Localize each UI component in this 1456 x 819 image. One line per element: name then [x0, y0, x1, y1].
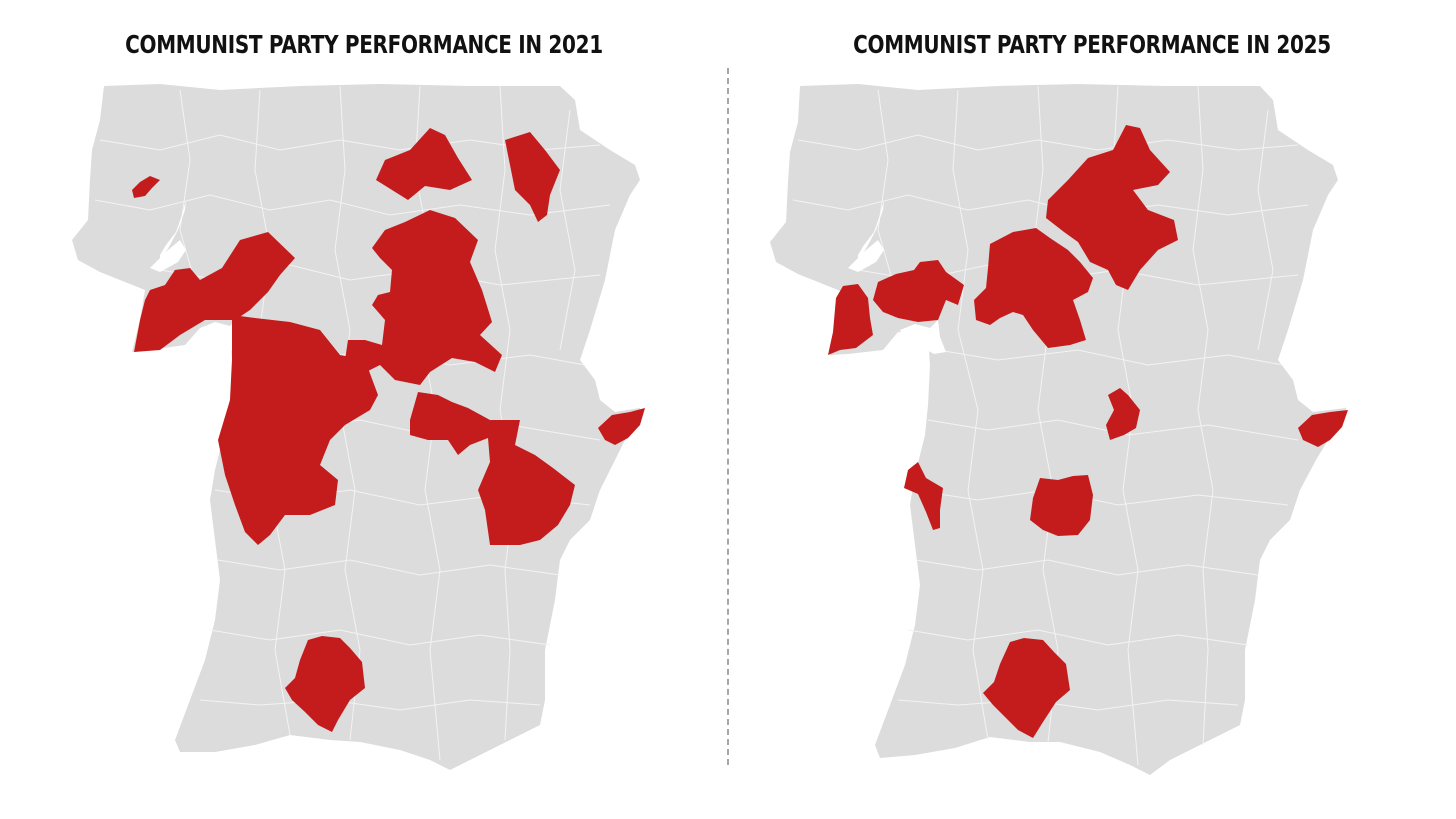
- highlight-region: [1030, 475, 1093, 536]
- land-2025: [770, 84, 1346, 775]
- tagus-estuary-basin: [150, 240, 186, 272]
- highlight-region: [828, 284, 873, 355]
- highlight-region: [218, 315, 378, 545]
- highlight-region: [873, 260, 964, 322]
- highlight-region: [410, 392, 575, 545]
- map-2021: [72, 84, 645, 770]
- highlight-region: [505, 132, 560, 222]
- highlight-region: [974, 228, 1093, 348]
- panel-divider: [727, 68, 729, 765]
- highlight-region: [1106, 388, 1140, 440]
- region-outline: [72, 84, 640, 770]
- highlight-region: [904, 462, 943, 530]
- map-panel-2021: COMMUNIST PARTY PERFORMANCE IN 2021: [72, 30, 645, 770]
- river-estuaries-2025: [848, 200, 946, 354]
- map-2025: [770, 84, 1348, 775]
- tagus-estuary: [858, 200, 884, 262]
- tagus-estuary: [160, 200, 186, 262]
- highlight-region: [134, 232, 295, 352]
- highlight-region: [132, 176, 160, 198]
- tagus-estuary-basin: [848, 240, 884, 272]
- highlight-regions-2021: [132, 128, 645, 732]
- highlight-regions-2025: [828, 125, 1348, 738]
- sado-estuary: [900, 320, 946, 354]
- land-2021: [72, 84, 640, 770]
- highlight-region: [285, 636, 365, 732]
- map-title-2025: COMMUNIST PARTY PERFORMANCE IN 2025: [853, 30, 1331, 59]
- map-title-2021: COMMUNIST PARTY PERFORMANCE IN 2021: [125, 30, 603, 59]
- map-panel-2025: COMMUNIST PARTY PERFORMANCE IN 2025: [728, 0, 1456, 819]
- highlight-region: [376, 128, 472, 200]
- highlight-region: [983, 638, 1070, 738]
- region-outline: [770, 84, 1346, 775]
- highlight-region: [345, 210, 502, 385]
- highlight-region: [1298, 410, 1348, 447]
- highlight-region: [1046, 125, 1178, 290]
- highlight-region: [598, 408, 645, 445]
